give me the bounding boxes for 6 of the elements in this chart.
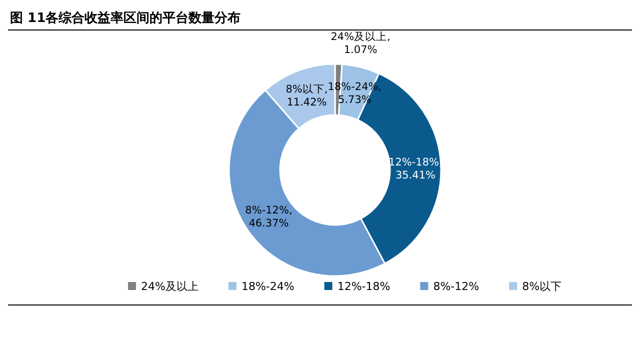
legend-label: 24%及以上 bbox=[141, 280, 198, 293]
chart-title: 图 11各综合收益率区间的平台数量分布 bbox=[10, 10, 241, 26]
legend-label: 8%-12% bbox=[433, 280, 480, 293]
legend-label: 12%-18% bbox=[337, 280, 390, 293]
legend-label: 8%以下 bbox=[522, 280, 562, 293]
legend-label: 18%-24% bbox=[241, 280, 294, 293]
